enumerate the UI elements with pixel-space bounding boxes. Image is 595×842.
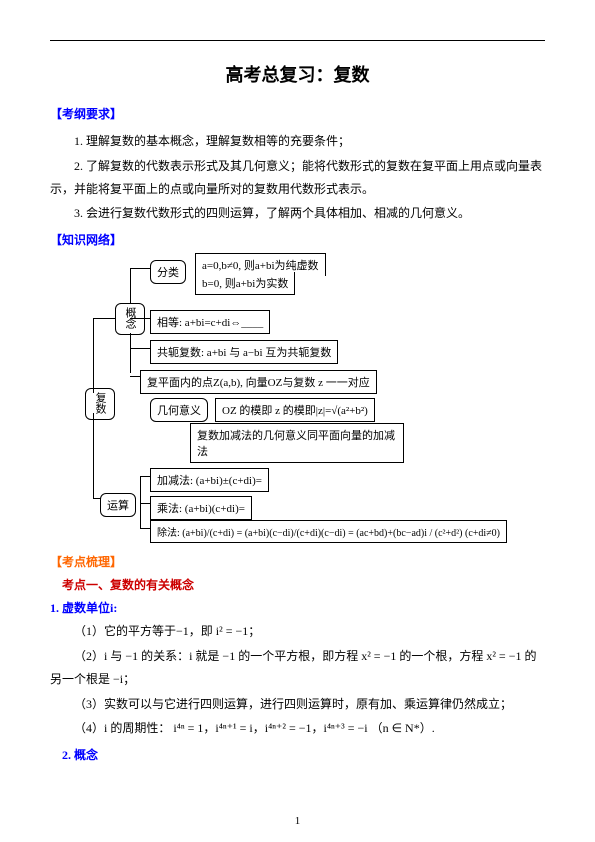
page-title: 高考总复习：复数: [50, 61, 545, 87]
point-1-title: 考点一、复数的有关概念: [50, 576, 545, 593]
para-4-prefix: （4）i 的周期性：: [74, 721, 170, 735]
node-fenlei: 分类: [150, 260, 186, 284]
para-2: （2）i 与 −1 的关系：i 就是 −1 的一个平方根，即方程 x² = −1…: [50, 645, 545, 691]
node-gonge: 共轭复数: a+bi 与 a−bi 互为共轭复数: [150, 340, 338, 364]
req-item-3: 3. 会进行复数代数形式的四则运算，了解两个具体相加、相减的几何意义。: [50, 202, 545, 225]
req-item-2: 2. 了解复数的代数表示形式及其几何意义；能将代数形式的复数在复平面上用点或向量…: [50, 155, 545, 201]
node-yunsuan: 运算: [100, 493, 136, 517]
node-fupingmian: 复平面内的点Z(a,b), 向量OZ与复数 z 一一对应: [140, 370, 377, 394]
knowledge-diagram: 复数 概念 分类 a=0,b≠0, 则a+bi为纯虚数 b=0, 则a+bi为实…: [85, 258, 545, 543]
page-number: 1: [0, 815, 595, 827]
node-jiajian-geo: 复数加减法的几何意义同平面向量的加减法: [190, 423, 404, 463]
node-fushu: 复数: [85, 388, 115, 420]
node-chufa: 除法: (a+bi)/(c+di) = (a+bi)(c−di)/(c+di)(…: [150, 520, 507, 543]
node-mo: OZ 的模即 z 的模即|z|=√(a²+b²): [215, 398, 375, 422]
unit-heading: 1. 虚数单位i:: [50, 599, 545, 616]
para-1: （1）它的平方等于−1，即 i² = −1；: [50, 620, 545, 643]
node-jiajian: 加减法: (a+bi)±(c+di)=: [150, 468, 269, 492]
para-4: （4）i 的周期性： i⁴ⁿ = 1，i⁴ⁿ⁺¹ = i，i⁴ⁿ⁺² = −1，…: [50, 717, 545, 740]
node-jihe: 几何意义: [150, 398, 208, 422]
node-fenlei-cond2: b=0, 则a+bi为实数: [195, 272, 295, 295]
para-3: （3）实数可以与它进行四则运算，进行四则运算时，原有加、乘运算律仍然成立；: [50, 693, 545, 716]
para-4-body: i⁴ⁿ = 1，i⁴ⁿ⁺¹ = i，i⁴ⁿ⁺² = −1，i⁴ⁿ⁺³ = −i …: [173, 721, 434, 735]
req-heading: 【考纲要求】: [50, 105, 545, 122]
concept-2-heading: 2. 概念: [50, 746, 545, 763]
req-item-1: 1. 理解复数的基本概念，理解复数相等的充要条件；: [50, 130, 545, 153]
node-gainian: 概念: [115, 303, 145, 335]
points-heading: 【考点梳理】: [50, 553, 545, 570]
node-chengfa: 乘法: (a+bi)(c+di)=: [150, 496, 252, 520]
node-xiangdeng: 相等: a+bi=c+di⇔____: [150, 310, 270, 334]
network-heading: 【知识网络】: [50, 231, 545, 248]
